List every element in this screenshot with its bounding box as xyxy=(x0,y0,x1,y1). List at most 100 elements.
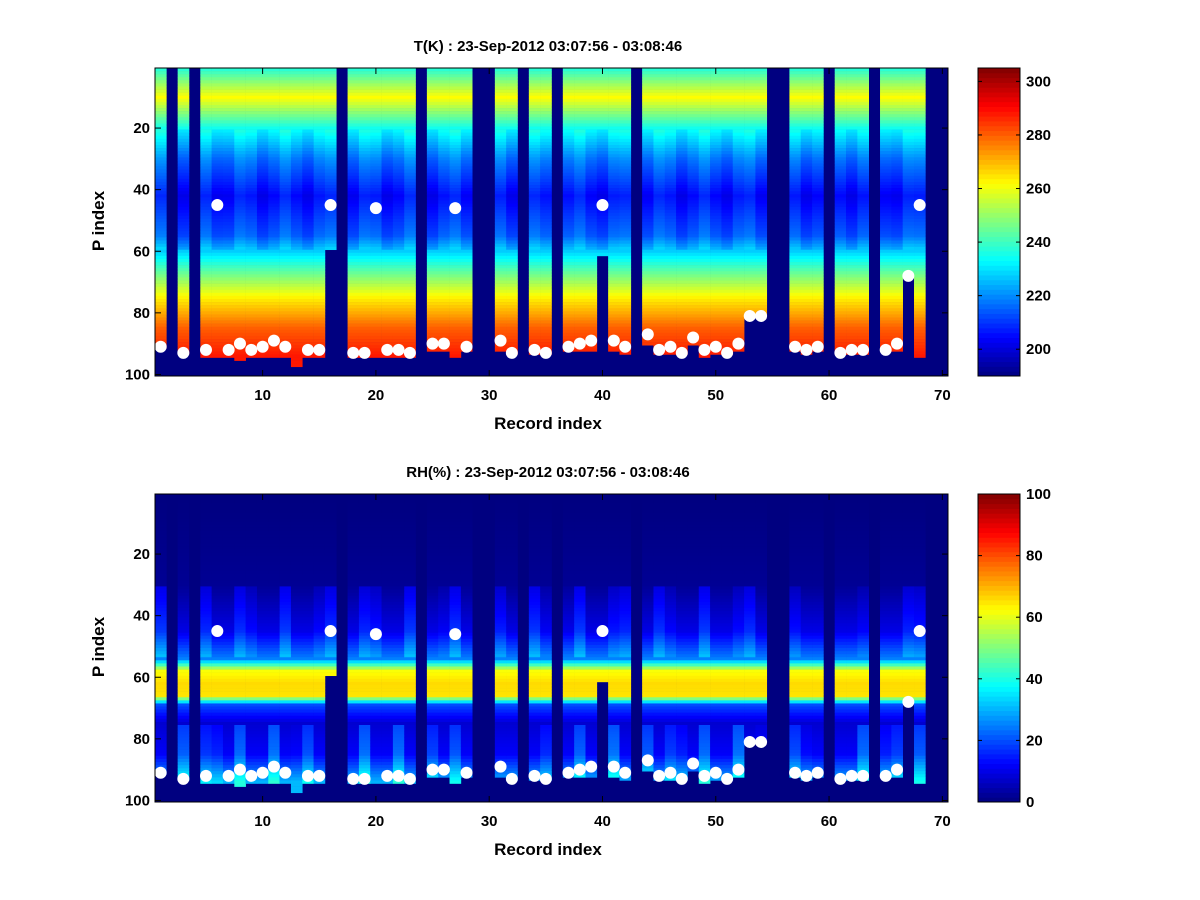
heatmap-cell xyxy=(155,120,167,124)
heatmap-cell xyxy=(347,323,360,328)
heatmap-cell xyxy=(562,314,575,318)
heatmap-cell xyxy=(664,243,677,247)
heatmap-cell xyxy=(800,329,813,334)
heatmap-cell xyxy=(370,255,382,260)
heatmap-cell xyxy=(676,138,688,143)
heatmap-cell xyxy=(914,111,926,115)
heatmap-cell xyxy=(846,197,858,201)
heatmap-cell xyxy=(279,258,292,263)
heatmap-cell xyxy=(268,329,280,334)
heatmap-cell xyxy=(653,218,666,223)
heatmap-cell xyxy=(370,83,382,87)
heatmap-cell xyxy=(710,292,722,297)
heatmap-cell xyxy=(290,129,303,133)
heatmap-cell xyxy=(222,83,235,87)
heatmap-cell xyxy=(891,268,903,272)
heatmap-cell xyxy=(857,280,869,284)
heatmap-cell xyxy=(358,188,371,192)
heatmap-cell xyxy=(438,292,450,297)
heatmap-cell xyxy=(528,197,541,201)
heatmap-cell xyxy=(268,246,280,251)
heatmap-cell xyxy=(687,101,700,106)
heatmap-cell xyxy=(358,98,371,103)
heatmap-cell xyxy=(324,218,337,223)
heatmap-cell xyxy=(347,206,360,210)
heatmap-cell xyxy=(687,311,700,315)
heatmap-cell xyxy=(324,197,337,201)
heatmap-cell xyxy=(256,120,269,124)
heatmap-cell xyxy=(460,160,473,164)
heatmap-cell xyxy=(880,280,892,284)
heatmap-cell xyxy=(653,191,666,195)
heatmap-cell xyxy=(256,86,269,90)
heatmap-cell xyxy=(155,265,167,269)
heatmap-cell xyxy=(347,314,360,318)
heatmap-cell xyxy=(347,117,360,121)
heatmap-cell xyxy=(313,271,326,275)
heatmap-cell xyxy=(449,148,462,152)
heatmap-cell xyxy=(812,114,824,118)
heatmap-cell xyxy=(619,145,632,149)
heatmap-cell xyxy=(177,89,190,93)
heatmap-cell xyxy=(698,342,711,346)
heatmap-cell xyxy=(404,329,416,334)
heatmap-cell xyxy=(438,311,450,315)
heatmap-cell xyxy=(540,172,552,177)
heatmap-cell xyxy=(347,108,360,112)
heatmap-cell xyxy=(642,200,654,204)
heatmap-cell xyxy=(585,308,598,312)
heatmap-cell xyxy=(290,292,303,297)
heatmap-cell xyxy=(494,249,507,254)
heatmap-cell xyxy=(155,314,167,318)
heatmap-cell xyxy=(302,289,314,294)
heatmap-cell xyxy=(608,148,620,152)
heatmap-cell xyxy=(619,299,632,303)
heatmap-cell xyxy=(528,200,541,204)
heatmap-cell xyxy=(585,258,598,263)
heatmap-cell xyxy=(155,74,167,78)
heatmap-cell xyxy=(494,188,507,192)
heatmap-cell xyxy=(585,222,598,226)
heatmap-cell xyxy=(177,163,190,167)
heatmap-cell xyxy=(676,314,688,318)
heatmap-cell xyxy=(880,95,892,100)
heatmap-cell xyxy=(642,163,654,167)
heatmap-cell xyxy=(177,123,190,127)
heatmap-cell xyxy=(234,246,246,251)
heatmap-cell xyxy=(755,237,768,241)
heatmap-cell xyxy=(268,222,280,226)
heatmap-cell xyxy=(540,160,552,164)
heatmap-cell xyxy=(619,308,632,312)
heatmap-cell xyxy=(404,86,416,90)
heatmap-cell xyxy=(653,323,666,328)
heatmap-cell xyxy=(256,277,269,281)
heatmap-cell xyxy=(846,289,858,294)
heatmap-cell xyxy=(313,175,326,180)
heatmap-cell xyxy=(245,305,258,309)
heatmap-cell xyxy=(245,295,258,300)
heatmap-cell xyxy=(562,89,575,93)
heatmap-cell xyxy=(902,114,915,118)
heatmap-cell xyxy=(279,120,292,124)
heatmap-cell xyxy=(732,138,745,143)
heatmap-cell xyxy=(676,169,688,174)
heatmap-cell xyxy=(834,151,847,155)
heatmap-cell xyxy=(585,295,598,300)
heatmap-cell xyxy=(653,268,666,272)
heatmap-cell xyxy=(812,308,824,312)
heatmap-cell xyxy=(540,141,552,146)
heatmap-cell xyxy=(256,209,269,214)
heatmap-cell xyxy=(891,258,903,263)
heatmap-cell xyxy=(608,172,620,177)
heatmap-cell xyxy=(596,212,609,217)
heatmap-cell xyxy=(392,240,405,244)
heatmap-cell xyxy=(789,326,802,331)
heatmap-cell xyxy=(698,277,711,281)
heatmap-cell xyxy=(279,188,292,192)
heatmap-cell xyxy=(755,289,768,294)
heatmap-cell xyxy=(256,329,269,334)
heatmap-cell xyxy=(392,286,405,291)
heatmap-cell xyxy=(313,292,326,297)
heatmap-cell xyxy=(256,354,269,358)
heatmap-cell xyxy=(653,302,666,306)
